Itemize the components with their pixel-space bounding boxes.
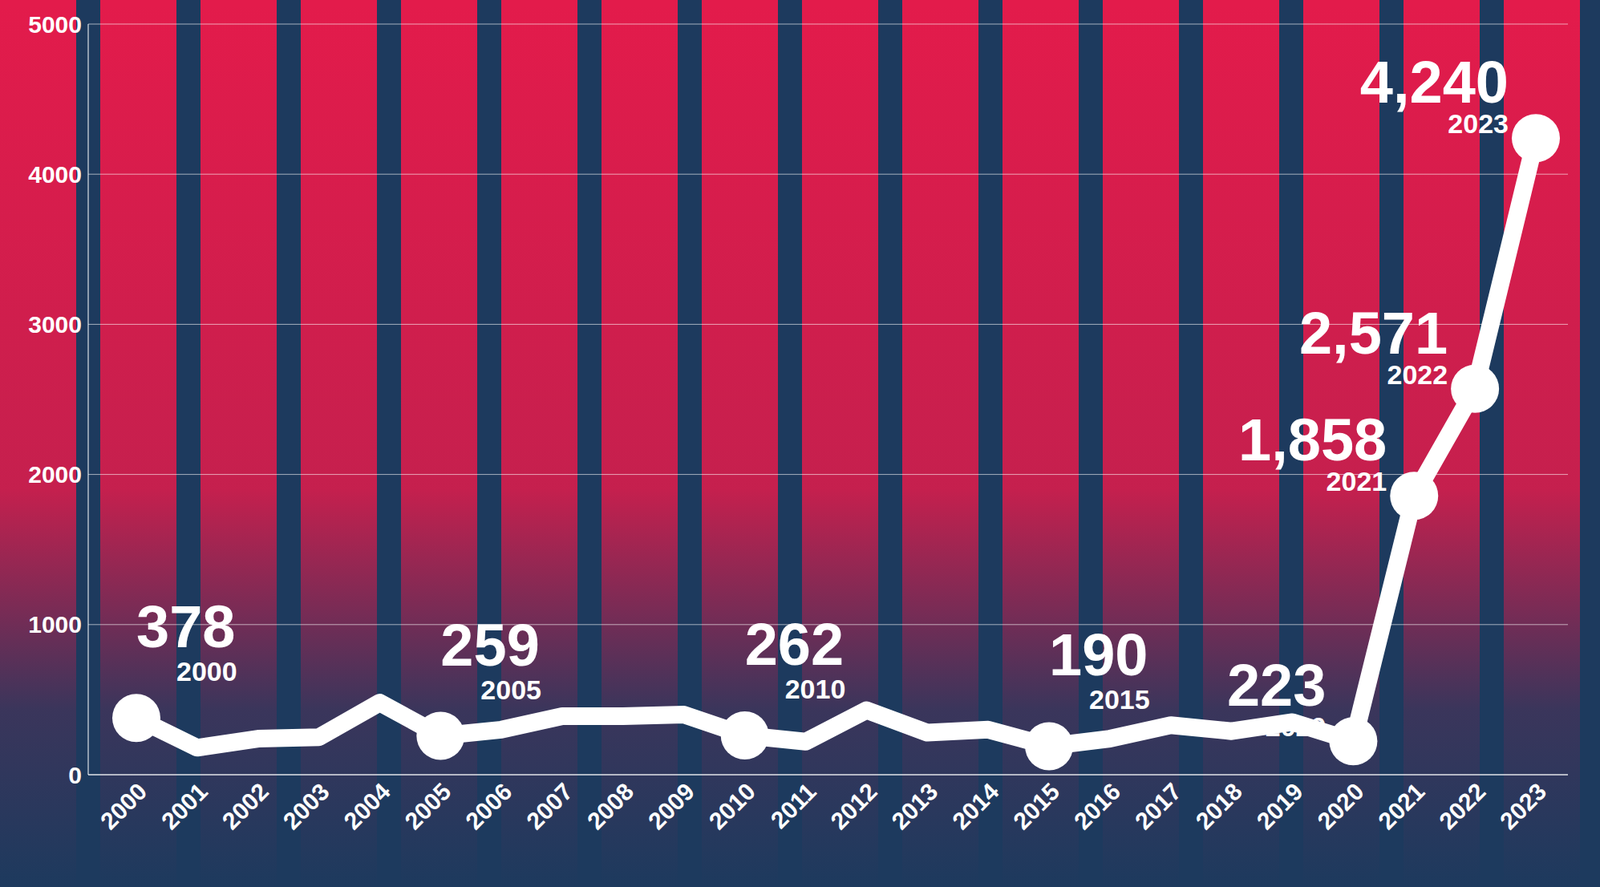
svg-text:259: 259	[440, 611, 539, 679]
svg-text:2023: 2023	[1447, 108, 1509, 139]
svg-text:2006: 2006	[460, 777, 518, 835]
svg-text:2014: 2014	[947, 777, 1005, 835]
svg-text:2005: 2005	[399, 777, 457, 835]
svg-text:378: 378	[136, 593, 235, 661]
svg-text:2000: 2000	[176, 656, 238, 687]
svg-text:2000: 2000	[28, 461, 82, 488]
svg-text:2023: 2023	[1494, 777, 1552, 835]
svg-text:2015: 2015	[1008, 777, 1066, 835]
svg-text:2018: 2018	[1190, 777, 1248, 835]
svg-text:4000: 4000	[28, 161, 82, 188]
svg-text:0: 0	[68, 761, 82, 789]
svg-text:2008: 2008	[582, 777, 640, 835]
svg-text:223: 223	[1227, 652, 1326, 719]
svg-text:2009: 2009	[643, 777, 701, 835]
svg-text:2021: 2021	[1326, 465, 1388, 497]
svg-text:2010: 2010	[703, 777, 761, 835]
svg-text:2016: 2016	[1069, 777, 1127, 835]
svg-text:5000: 5000	[28, 11, 82, 38]
svg-text:3000: 3000	[28, 311, 82, 338]
svg-text:2022: 2022	[1433, 777, 1491, 835]
svg-text:2022: 2022	[1386, 359, 1448, 390]
svg-text:2013: 2013	[886, 777, 944, 835]
svg-text:2011: 2011	[765, 777, 822, 834]
svg-text:2012: 2012	[825, 777, 883, 835]
svg-text:2002: 2002	[217, 777, 275, 835]
svg-text:262: 262	[745, 611, 844, 678]
svg-text:2003: 2003	[277, 777, 335, 835]
svg-text:2000: 2000	[95, 777, 153, 835]
svg-text:2007: 2007	[521, 777, 579, 835]
svg-text:2020: 2020	[1312, 777, 1370, 835]
svg-text:2004: 2004	[338, 777, 396, 835]
svg-text:4,240: 4,240	[1360, 48, 1509, 116]
svg-text:2001: 2001	[156, 777, 214, 835]
svg-text:2010: 2010	[785, 673, 847, 705]
svg-text:2,571: 2,571	[1299, 299, 1448, 367]
svg-text:1000: 1000	[28, 611, 82, 638]
svg-text:2017: 2017	[1130, 777, 1187, 835]
svg-text:190: 190	[1049, 621, 1148, 689]
svg-text:1,858: 1,858	[1238, 406, 1387, 474]
svg-text:2005: 2005	[480, 674, 542, 705]
svg-text:2019: 2019	[1251, 777, 1309, 835]
svg-text:2020: 2020	[1265, 711, 1327, 742]
svg-text:2021: 2021	[1373, 777, 1430, 835]
svg-text:2015: 2015	[1089, 684, 1151, 715]
